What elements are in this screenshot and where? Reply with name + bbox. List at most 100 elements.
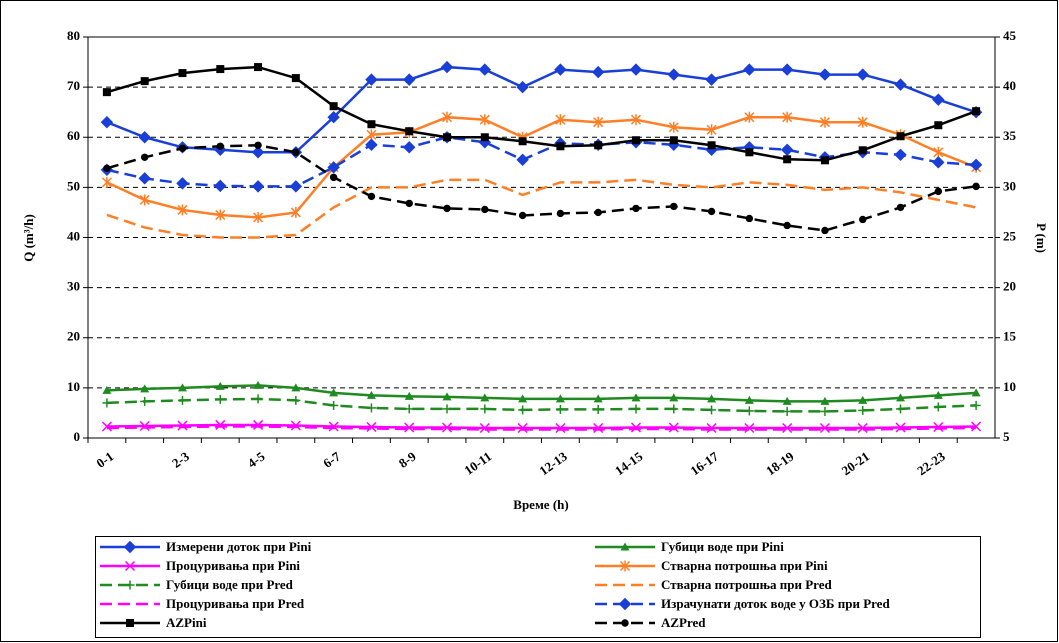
marker bbox=[125, 580, 135, 590]
marker-shape bbox=[670, 202, 678, 211]
y-tick-label: 10 bbox=[67, 379, 80, 394]
series-line bbox=[106, 423, 977, 430]
legend-label: AZPred bbox=[661, 615, 706, 630]
marker-shape bbox=[365, 73, 378, 86]
marker-stroke bbox=[593, 422, 604, 434]
marker bbox=[216, 142, 224, 150]
marker bbox=[629, 63, 643, 76]
marker bbox=[215, 209, 226, 221]
marker-shape bbox=[516, 153, 529, 167]
marker bbox=[479, 422, 490, 434]
marker-shape bbox=[140, 77, 149, 86]
marker-shape bbox=[329, 102, 338, 111]
marker-shape bbox=[782, 396, 792, 405]
marker-shape bbox=[481, 205, 489, 214]
marker bbox=[783, 155, 792, 164]
marker bbox=[630, 114, 642, 126]
marker bbox=[858, 146, 867, 155]
marker-shape bbox=[896, 203, 905, 212]
marker bbox=[480, 393, 490, 402]
marker bbox=[618, 597, 632, 611]
marker-shape bbox=[858, 395, 868, 404]
marker-shape bbox=[403, 141, 416, 154]
marker-shape bbox=[291, 74, 300, 83]
legend-box bbox=[95, 536, 981, 638]
marker bbox=[404, 422, 415, 433]
marker bbox=[480, 404, 490, 414]
marker bbox=[705, 73, 718, 86]
marker bbox=[367, 120, 376, 129]
marker-shape bbox=[934, 121, 943, 130]
marker-shape bbox=[705, 73, 718, 86]
y2-tick-label: 45 bbox=[1003, 28, 1017, 43]
marker bbox=[366, 390, 376, 399]
legend-label: Губици воде при Pred bbox=[166, 577, 294, 592]
marker bbox=[856, 68, 869, 81]
marker bbox=[668, 121, 679, 133]
marker bbox=[177, 204, 188, 216]
marker bbox=[620, 542, 630, 551]
marker bbox=[555, 114, 566, 126]
marker bbox=[516, 153, 529, 167]
marker bbox=[971, 421, 982, 432]
marker-stroke bbox=[139, 420, 150, 432]
marker bbox=[405, 199, 413, 208]
marker bbox=[327, 110, 340, 124]
marker-shape bbox=[478, 63, 492, 76]
y-tick-label: 50 bbox=[67, 178, 80, 193]
marker-shape bbox=[745, 214, 754, 223]
marker-shape bbox=[667, 68, 680, 81]
series-line bbox=[106, 135, 977, 188]
marker-shape bbox=[126, 619, 134, 627]
marker bbox=[972, 107, 981, 116]
marker bbox=[215, 381, 225, 390]
marker-shape bbox=[933, 390, 943, 399]
y-tick-label: 80 bbox=[67, 28, 80, 43]
marker bbox=[632, 204, 640, 213]
marker bbox=[518, 137, 527, 146]
marker bbox=[290, 420, 301, 431]
marker bbox=[819, 422, 830, 434]
marker-shape bbox=[292, 148, 300, 156]
series-line bbox=[106, 144, 977, 232]
marker bbox=[216, 65, 225, 74]
marker-shape bbox=[821, 226, 829, 235]
marker-shape bbox=[632, 204, 640, 213]
legend-item: AZPini bbox=[100, 615, 207, 630]
marker bbox=[517, 422, 528, 434]
marker-shape bbox=[780, 143, 794, 156]
marker bbox=[253, 211, 264, 223]
marker bbox=[707, 394, 717, 403]
marker bbox=[139, 420, 150, 432]
marker bbox=[707, 405, 717, 415]
marker bbox=[933, 146, 944, 158]
marker-shape bbox=[594, 208, 602, 217]
marker-shape bbox=[620, 542, 630, 551]
y2-tick-label: 25 bbox=[1003, 228, 1017, 243]
marker bbox=[667, 68, 680, 81]
marker bbox=[857, 422, 868, 434]
series-line bbox=[106, 65, 977, 162]
marker-shape bbox=[216, 142, 224, 150]
marker-shape bbox=[555, 394, 565, 403]
marker bbox=[126, 619, 134, 627]
marker bbox=[478, 63, 492, 76]
legend-label: Процуривања при Pini bbox=[166, 558, 300, 573]
marker-shape bbox=[783, 221, 791, 230]
marker bbox=[896, 393, 906, 402]
marker bbox=[932, 156, 945, 169]
y-tick-label: 20 bbox=[67, 329, 80, 344]
marker-shape bbox=[894, 148, 907, 162]
marker-shape bbox=[329, 173, 338, 182]
marker bbox=[932, 93, 945, 106]
marker-shape bbox=[783, 155, 792, 164]
marker-stroke bbox=[895, 422, 906, 433]
marker bbox=[329, 388, 339, 397]
marker bbox=[481, 205, 489, 214]
marker-shape bbox=[404, 391, 414, 400]
marker bbox=[367, 192, 376, 201]
marker bbox=[669, 404, 679, 414]
marker-shape bbox=[405, 199, 413, 208]
marker bbox=[441, 111, 453, 123]
